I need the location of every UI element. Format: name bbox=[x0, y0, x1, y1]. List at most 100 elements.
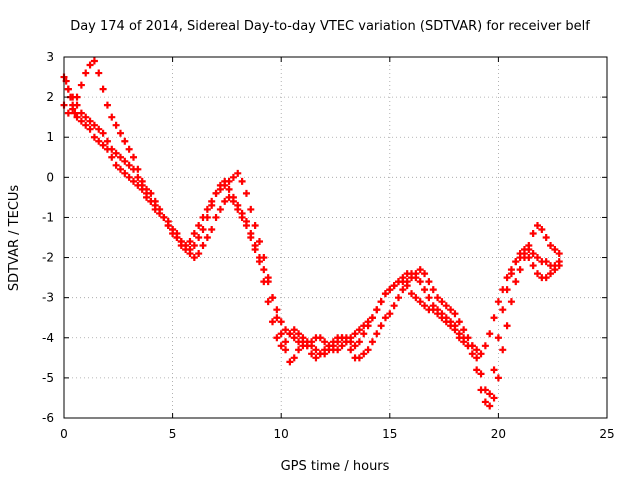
data-point bbox=[242, 189, 250, 197]
data-point bbox=[82, 69, 90, 77]
data-point bbox=[421, 270, 429, 278]
y-tick-label: 1 bbox=[46, 130, 54, 144]
data-point bbox=[216, 205, 224, 213]
chart-title: Day 174 of 2014, Sidereal Day-to-day VTE… bbox=[70, 19, 590, 34]
data-point bbox=[481, 386, 489, 394]
data-point bbox=[312, 354, 320, 362]
data-point bbox=[103, 137, 111, 145]
data-point bbox=[542, 258, 550, 266]
data-point bbox=[286, 330, 294, 338]
data-point bbox=[125, 161, 133, 169]
data-point bbox=[499, 286, 507, 294]
data-point bbox=[90, 57, 98, 65]
data-point bbox=[121, 169, 129, 177]
data-point bbox=[221, 197, 229, 205]
data-point bbox=[229, 193, 237, 201]
data-point bbox=[355, 354, 363, 362]
data-points bbox=[60, 57, 563, 410]
data-point bbox=[90, 121, 98, 129]
data-point bbox=[195, 234, 203, 241]
data-point bbox=[112, 161, 120, 169]
data-point bbox=[199, 242, 207, 250]
data-point bbox=[416, 278, 424, 286]
data-point bbox=[334, 346, 342, 354]
data-point bbox=[447, 306, 455, 314]
data-point bbox=[503, 322, 511, 330]
data-point bbox=[512, 258, 520, 266]
y-tick-label: -6 bbox=[42, 411, 54, 425]
data-point bbox=[529, 250, 537, 258]
data-point bbox=[177, 238, 185, 246]
data-point bbox=[403, 282, 411, 290]
data-point bbox=[64, 85, 72, 93]
data-point bbox=[282, 346, 290, 354]
data-point bbox=[529, 229, 537, 237]
data-point bbox=[242, 217, 250, 225]
data-point bbox=[247, 205, 255, 213]
data-point bbox=[212, 213, 220, 221]
data-point bbox=[416, 298, 424, 306]
data-point bbox=[247, 229, 255, 237]
data-point bbox=[199, 225, 207, 233]
data-point bbox=[338, 342, 346, 350]
data-point bbox=[234, 201, 242, 209]
data-point bbox=[86, 61, 94, 69]
data-point bbox=[551, 246, 559, 254]
data-point bbox=[390, 302, 398, 310]
data-point bbox=[108, 153, 116, 161]
data-point bbox=[494, 374, 502, 382]
data-point bbox=[547, 270, 555, 278]
data-point bbox=[212, 189, 220, 197]
data-point bbox=[308, 350, 316, 358]
data-point bbox=[277, 342, 285, 350]
data-point bbox=[547, 242, 555, 250]
data-point bbox=[438, 314, 446, 322]
data-point bbox=[290, 354, 298, 362]
data-point bbox=[399, 286, 407, 294]
data-point bbox=[542, 234, 550, 241]
data-point bbox=[121, 137, 129, 145]
data-point bbox=[494, 334, 502, 342]
data-point bbox=[251, 221, 259, 229]
data-point bbox=[73, 101, 81, 109]
data-point bbox=[477, 350, 485, 358]
data-point bbox=[95, 125, 103, 133]
data-point bbox=[255, 254, 263, 262]
x-axis-label: GPS time / hours bbox=[281, 459, 390, 474]
y-tick-label: -1 bbox=[42, 210, 54, 224]
data-point bbox=[234, 169, 242, 177]
data-point bbox=[108, 113, 116, 121]
data-point bbox=[555, 250, 563, 258]
data-point bbox=[273, 306, 281, 314]
data-point bbox=[412, 294, 420, 302]
data-point bbox=[216, 185, 224, 193]
grid-lines bbox=[64, 57, 607, 418]
data-point bbox=[555, 262, 563, 270]
data-point bbox=[473, 346, 481, 354]
data-point bbox=[269, 294, 277, 302]
data-point bbox=[229, 173, 237, 181]
data-point bbox=[455, 318, 463, 326]
data-point bbox=[473, 366, 481, 374]
data-point bbox=[82, 121, 90, 129]
y-tick-label: 3 bbox=[46, 50, 54, 64]
data-point bbox=[386, 310, 394, 318]
data-point bbox=[321, 338, 329, 346]
data-point bbox=[77, 117, 85, 125]
y-tick-labels: 3 2 1 0 -1 -2 -3 -4 -5 -6 bbox=[42, 50, 54, 425]
data-point bbox=[512, 278, 520, 286]
data-point bbox=[468, 342, 476, 350]
data-point bbox=[130, 153, 138, 161]
data-point bbox=[69, 93, 77, 101]
data-point bbox=[173, 234, 181, 241]
data-point bbox=[186, 238, 194, 246]
data-point bbox=[464, 334, 472, 342]
data-point bbox=[394, 294, 402, 302]
x-tick-label: 10 bbox=[274, 427, 289, 441]
data-point bbox=[507, 266, 515, 274]
data-point bbox=[138, 181, 146, 189]
data-point bbox=[295, 330, 303, 338]
data-point bbox=[160, 213, 168, 221]
data-point bbox=[238, 209, 246, 217]
x-tick-label: 25 bbox=[599, 427, 614, 441]
